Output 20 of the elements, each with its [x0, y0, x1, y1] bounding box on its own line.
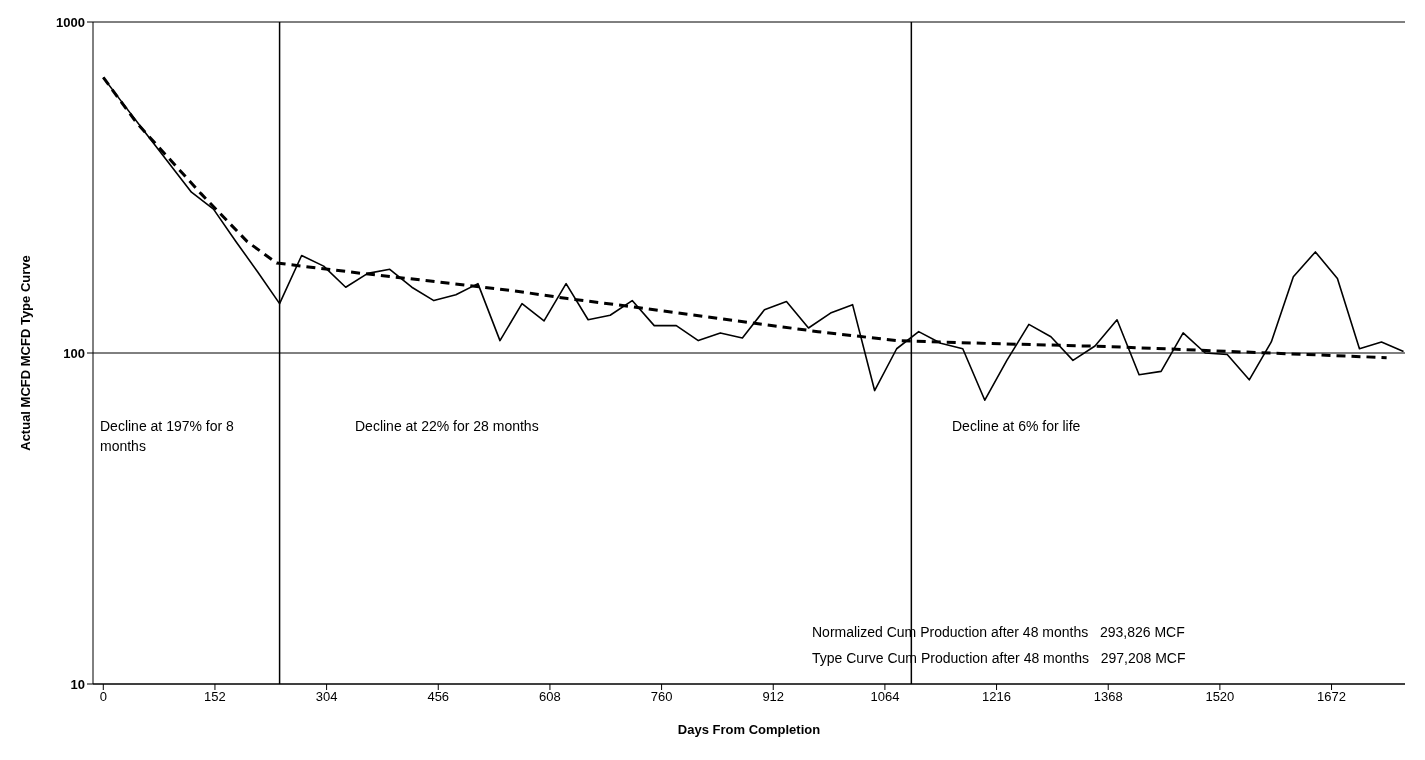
- x-tick-label: 0: [99, 689, 107, 705]
- annotation: Decline at 6% for life: [952, 417, 1082, 436]
- x-tick-label: 152: [204, 689, 226, 705]
- annotation: Decline at 22% for 28 months: [355, 417, 540, 436]
- x-tick-label: 456: [427, 689, 450, 705]
- x-tick-label: 1672: [1317, 689, 1346, 705]
- x-tick-label: 912: [762, 689, 785, 705]
- x-tick-label: 304: [315, 689, 338, 705]
- annotation: Decline at 197% for 8 months: [100, 417, 235, 456]
- x-tick-label: 608: [539, 689, 561, 705]
- y-tick-label: 10: [70, 676, 85, 692]
- y-axis-title: Actual MCFD MCFD Type Curve: [17, 255, 33, 451]
- x-tick-label: 1064: [870, 689, 900, 705]
- x-tick-label: 1216: [982, 689, 1012, 705]
- y-tick-label: 100: [63, 345, 85, 361]
- x-tick-label: 1368: [1093, 689, 1123, 705]
- x-tick-label: 760: [650, 689, 673, 705]
- x-tick-label: 1520: [1205, 689, 1235, 705]
- x-axis-title: Days From Completion: [677, 722, 821, 737]
- y-tick-label: 1000: [56, 14, 85, 30]
